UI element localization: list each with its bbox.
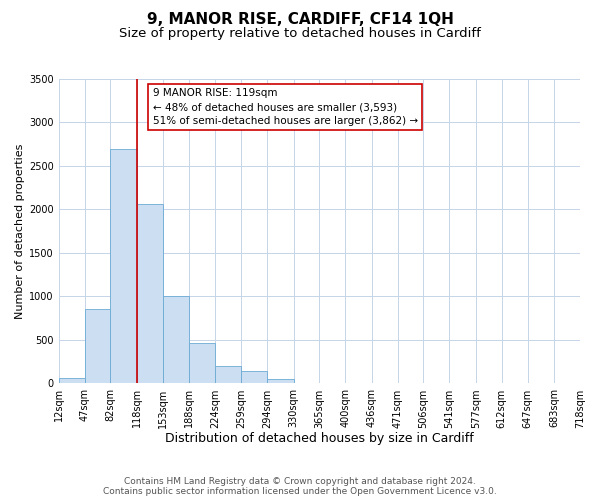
Bar xyxy=(241,372,267,384)
Text: Size of property relative to detached houses in Cardiff: Size of property relative to detached ho… xyxy=(119,28,481,40)
Bar xyxy=(85,308,110,384)
X-axis label: Distribution of detached houses by size in Cardiff: Distribution of detached houses by size … xyxy=(165,432,474,445)
Bar xyxy=(189,344,215,384)
Bar xyxy=(110,148,137,384)
Bar xyxy=(215,366,241,384)
Bar xyxy=(137,204,163,384)
Text: 9 MANOR RISE: 119sqm
← 48% of detached houses are smaller (3,593)
51% of semi-de: 9 MANOR RISE: 119sqm ← 48% of detached h… xyxy=(152,88,418,126)
Bar xyxy=(267,378,293,384)
Text: 9, MANOR RISE, CARDIFF, CF14 1QH: 9, MANOR RISE, CARDIFF, CF14 1QH xyxy=(146,12,454,28)
Bar xyxy=(59,378,85,384)
Y-axis label: Number of detached properties: Number of detached properties xyxy=(15,144,25,319)
Text: Contains HM Land Registry data © Crown copyright and database right 2024.
Contai: Contains HM Land Registry data © Crown c… xyxy=(103,476,497,496)
Bar xyxy=(163,296,189,384)
